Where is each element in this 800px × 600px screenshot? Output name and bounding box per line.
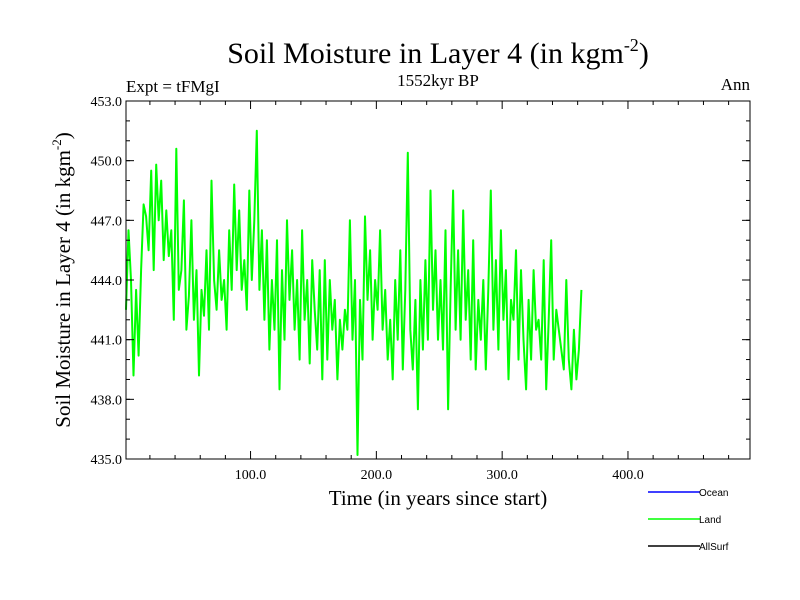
- y-axis-label-close: ): [51, 132, 75, 139]
- experiment-label: Expt = tFMgI: [126, 77, 220, 96]
- chart-title-main: Soil Moisture in Layer 4 (in kgm: [227, 37, 624, 70]
- season-label: Ann: [721, 75, 751, 94]
- series-line-land: [125, 129, 583, 456]
- legend-label-allsurf: AllSurf: [699, 542, 729, 553]
- x-axis: 100.0 200.0 300.0 400.0: [149, 101, 730, 483]
- y-tick-label: 435.0: [91, 453, 123, 468]
- x-tick-label: 100.0: [235, 468, 267, 483]
- x-axis-label: Time (in years since start): [329, 486, 548, 510]
- chart-title-close: ): [639, 37, 649, 70]
- legend-label-land: Land: [699, 515, 721, 526]
- y-axis-label: Soil Moisture in Layer 4 (in kgm-2): [49, 132, 75, 427]
- chart-subtitle: 1552kyr BP: [397, 71, 479, 90]
- y-tick-label: 447.0: [91, 214, 123, 229]
- y-tick-label: 453.0: [91, 95, 123, 110]
- y-tick-label: 438.0: [91, 393, 123, 408]
- x-tick-label: 400.0: [612, 468, 644, 483]
- plot-area: [125, 129, 583, 456]
- y-tick-label: 450.0: [91, 155, 123, 170]
- x-tick-label: 200.0: [361, 468, 393, 483]
- chart-title-sup: -2: [624, 35, 639, 55]
- legend: Ocean Land AllSurf: [648, 488, 729, 553]
- y-tick-label: 444.0: [91, 274, 123, 289]
- x-tick-label: 300.0: [486, 468, 518, 483]
- legend-label-ocean: Ocean: [699, 488, 728, 499]
- y-tick-label: 441.0: [91, 334, 123, 349]
- y-axis-label-main: Soil Moisture in Layer 4 (in kgm: [51, 150, 75, 428]
- y-axis-label-sup: -2: [49, 139, 64, 150]
- chart-title: Soil Moisture in Layer 4 (in kgm-2): [227, 35, 649, 70]
- y-axis: 435.0 438.0 441.0 444.0 447.0 450.0 453.0: [91, 95, 750, 468]
